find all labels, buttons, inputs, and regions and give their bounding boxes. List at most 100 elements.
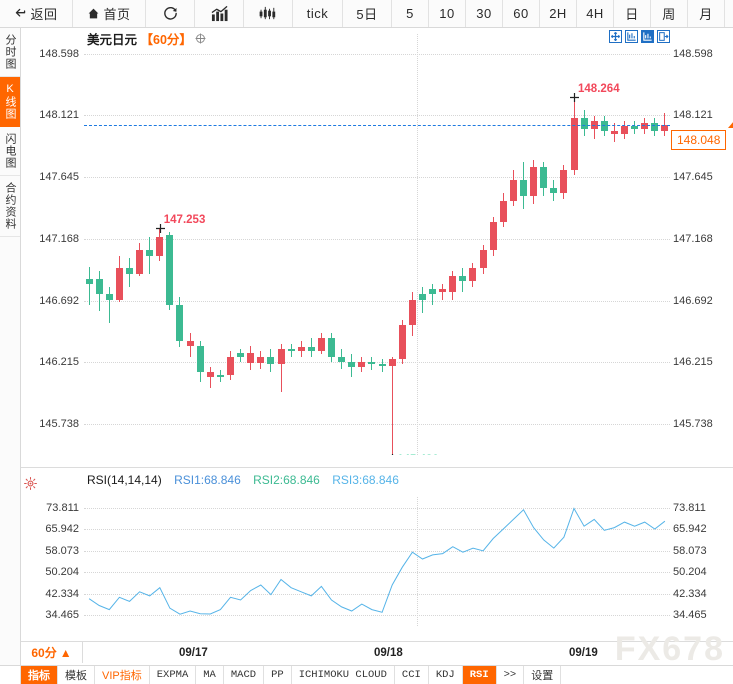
price-axis-tick-label: 148.598 (673, 47, 713, 60)
candlestick (156, 34, 164, 455)
period-4h[interactable]: 4H (577, 0, 614, 27)
candle-body (641, 123, 649, 129)
period-day[interactable]: 日 (614, 0, 651, 27)
candle-body (85, 278, 93, 284)
period-10-label: 10 (439, 6, 455, 21)
trend-chart-button[interactable] (195, 0, 244, 27)
chart-timeframe: 【60分】 (140, 33, 192, 47)
sidebar-item-lightning-chart[interactable]: 闪电图 (0, 127, 20, 176)
candle-body (237, 352, 245, 357)
bottom-item-cci[interactable]: CCI (395, 666, 429, 684)
candle-body (95, 278, 103, 295)
candle-body (358, 361, 366, 367)
scale-horizontal-icon[interactable] (641, 30, 654, 43)
candle-body (540, 167, 548, 189)
bottom-item-indicators[interactable]: 指标 (21, 666, 58, 684)
period-60[interactable]: 60 (503, 0, 540, 27)
candlestick (105, 34, 113, 455)
bottom-item-ichimoku-cloud-label: ICHIMOKU CLOUD (298, 669, 387, 681)
bottom-item-ma[interactable]: MA (196, 666, 224, 684)
price-axis-tick-label: 145.738 (39, 418, 79, 431)
candlestick (509, 34, 517, 455)
sidebar-item-kline-chart[interactable]: K线图 (0, 77, 20, 127)
candle-wick (664, 113, 666, 137)
candlestick (328, 34, 336, 455)
sidebar-item-contract-info[interactable]: 合约资料 (0, 176, 20, 237)
candle-body (287, 348, 295, 352)
bottom-item-rsi[interactable]: RSI (462, 666, 497, 684)
bottom-item-vip-indicators[interactable]: VIP指标 (95, 666, 150, 684)
crosshair-target-icon[interactable] (195, 33, 206, 44)
bottom-item-cci-label: CCI (401, 669, 421, 681)
candlestick (590, 34, 598, 455)
indicator-settings-icon[interactable] (24, 477, 37, 493)
candlestick (95, 34, 103, 455)
price-plot-canvas[interactable]: 147.253 148.264 145.480 (84, 34, 670, 455)
candle-wick (280, 343, 282, 392)
bottom-toolbar-spacer (0, 666, 21, 684)
candlestick (216, 34, 224, 455)
rsi-axis-tick-label: 58.073 (45, 544, 79, 557)
candlestick (621, 34, 629, 455)
price-axis-tick-label: 148.121 (39, 109, 79, 122)
candle-body (489, 221, 497, 251)
scale-vertical-icon[interactable] (625, 30, 638, 43)
home-button[interactable]: 首页 (73, 0, 146, 27)
refresh-button[interactable] (146, 0, 195, 27)
period-30[interactable]: 30 (466, 0, 503, 27)
bottom-item-settings[interactable]: 设置 (524, 666, 562, 684)
chart-corner-tools (609, 30, 670, 43)
rsi-header: RSI(14,14,14) RSI1:68.846 RSI2:68.846 RS… (87, 473, 408, 487)
bottom-item-template[interactable]: 模板 (58, 666, 95, 684)
rsi-panel[interactable]: RSI(14,14,14) RSI1:68.846 RSI2:68.846 RS… (21, 469, 733, 644)
bottom-item-pp[interactable]: PP (264, 666, 292, 684)
price-panel[interactable]: 美元日元 【60分】 147.253 (21, 28, 733, 468)
candlestick (206, 34, 214, 455)
candle-body (560, 170, 568, 194)
price-axis-tick-label: 147.645 (673, 171, 713, 184)
candlestick-icon (259, 5, 278, 22)
period-2h[interactable]: 2H (540, 0, 577, 27)
candle-body (257, 356, 265, 364)
candle-wick (149, 237, 151, 274)
period-day-label: 日 (625, 7, 639, 22)
back-button[interactable]: 返回 (0, 0, 73, 27)
candle-body (499, 201, 507, 222)
bottom-item-expma[interactable]: EXPMA (150, 666, 197, 684)
chart-title: 美元日元 【60分】 (87, 29, 206, 48)
last-price-tag[interactable]: 148.048 (671, 129, 727, 150)
fit-chart-icon[interactable] (609, 30, 622, 43)
bottom-item-macd[interactable]: MACD (224, 666, 265, 684)
candlestick (358, 34, 366, 455)
rsi-plot-canvas[interactable] (84, 497, 670, 626)
price-axis-tick-label: 145.738 (673, 418, 713, 431)
period-10[interactable]: 10 (429, 0, 466, 27)
candlestick (550, 34, 558, 455)
price-gridline (84, 177, 670, 179)
x-tick-label: 09/18 (374, 647, 403, 659)
candlestick (196, 34, 204, 455)
candle-body (479, 250, 487, 269)
bottom-item-kdj[interactable]: KDJ (429, 666, 463, 684)
timeframe-badge[interactable]: 60分 ▲ (21, 642, 83, 663)
candlestick-button[interactable] (244, 0, 293, 27)
sidebar-item-lightning-chart-label: 闪电图 (4, 133, 16, 169)
bar-trend-chart-icon (210, 5, 229, 22)
period-week[interactable]: 周 (651, 0, 688, 27)
bottom-item-kdj-label: KDJ (435, 669, 455, 681)
candle-body (277, 348, 285, 365)
period-5[interactable]: 5 (392, 0, 429, 27)
candlestick (348, 34, 356, 455)
period-year[interactable]: 年 (725, 0, 733, 27)
period-5d[interactable]: 5日 (343, 0, 392, 27)
candle-body (418, 294, 426, 300)
price-axis-tick-label: 146.692 (39, 294, 79, 307)
shift-right-icon[interactable] (657, 30, 670, 43)
sidebar-item-timeline-chart[interactable]: 分时图 (0, 28, 20, 77)
price-gridline (84, 238, 670, 240)
bottom-item-settings-label: 设置 (531, 670, 554, 682)
period-tick[interactable]: tick (293, 0, 343, 27)
period-month[interactable]: 月 (688, 0, 725, 27)
bottom-item-ichimoku-cloud[interactable]: ICHIMOKU CLOUD (292, 666, 395, 684)
bottom-item-more[interactable]: >> (497, 666, 525, 684)
